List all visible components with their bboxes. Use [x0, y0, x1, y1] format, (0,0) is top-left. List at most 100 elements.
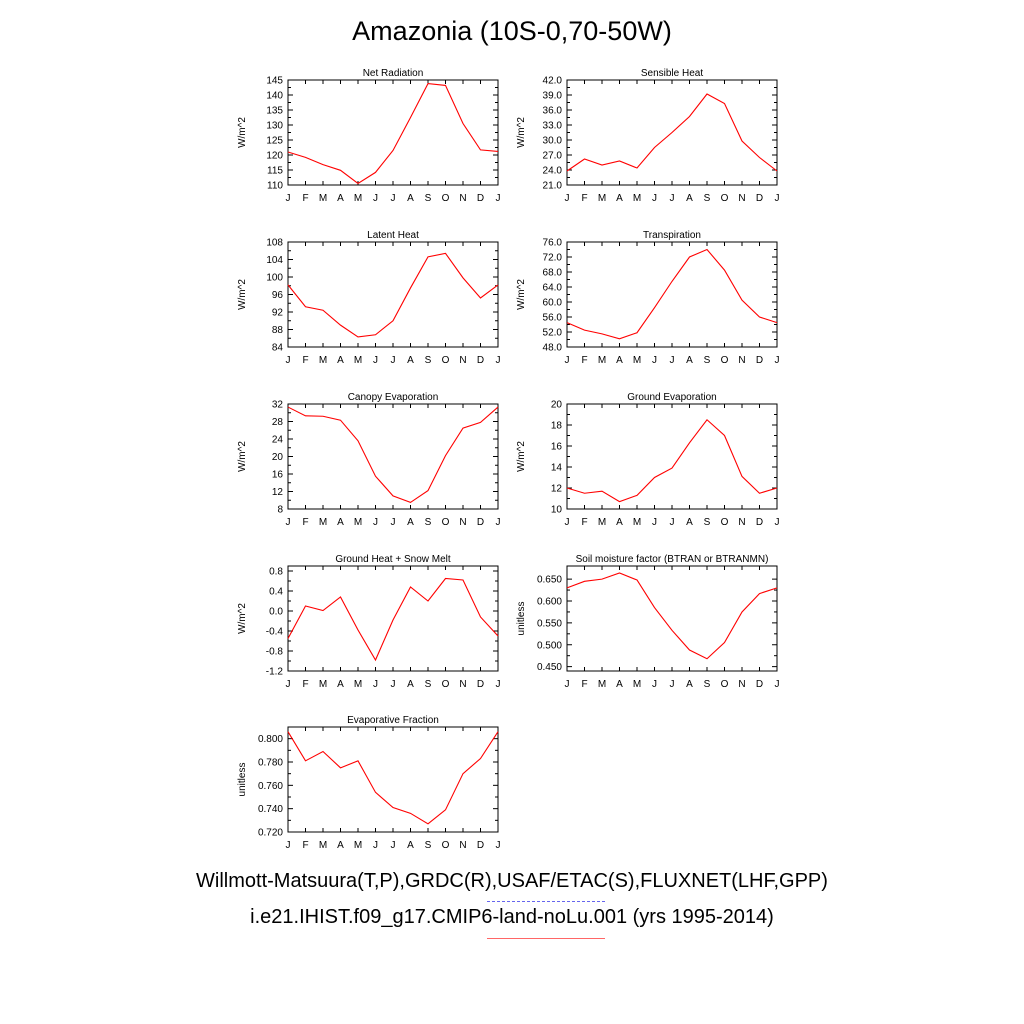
x-tick-label: F [581, 517, 587, 528]
y-tick-label: 42.0 [543, 76, 563, 87]
y-tick-label: 28 [272, 417, 284, 428]
y-tick-label: -0.4 [266, 627, 284, 638]
y-tick-label: 60.0 [543, 298, 563, 309]
x-tick-label: J [652, 679, 657, 690]
y-tick-label: 24.0 [543, 166, 563, 177]
panel-title: Latent Heat [367, 230, 419, 241]
x-tick-label: O [721, 355, 729, 366]
x-tick-label: N [738, 517, 745, 528]
x-tick-label: M [319, 679, 327, 690]
x-tick-label: M [354, 355, 362, 366]
x-tick-label: A [407, 840, 414, 851]
y-tick-label: 0.4 [269, 587, 283, 598]
y-tick-label: 21.0 [543, 181, 563, 192]
x-tick-label: J [373, 679, 378, 690]
y-tick-label: 16 [551, 442, 563, 453]
x-tick-label: M [633, 517, 641, 528]
x-tick-label: A [407, 679, 414, 690]
x-tick-label: J [496, 355, 501, 366]
x-tick-label: J [391, 517, 396, 528]
x-tick-label: O [442, 679, 450, 690]
y-tick-label: 12 [272, 487, 284, 498]
x-tick-label: O [442, 840, 450, 851]
x-tick-label: A [337, 355, 344, 366]
x-tick-label: F [302, 679, 308, 690]
x-tick-label: M [633, 193, 641, 204]
y-tick-label: 92 [272, 308, 284, 319]
x-tick-label: D [756, 679, 763, 690]
x-tick-label: J [496, 193, 501, 204]
x-tick-label: F [581, 679, 587, 690]
x-tick-label: A [407, 517, 414, 528]
y-tick-label: 140 [266, 91, 283, 102]
y-axis-label: W/m^2 [237, 279, 248, 310]
x-tick-label: S [704, 355, 711, 366]
plot-frame [287, 241, 499, 348]
y-tick-label: 72.0 [543, 253, 563, 264]
y-axis-label: unitless [237, 763, 248, 797]
x-tick-label: D [477, 679, 484, 690]
series-line [287, 731, 499, 825]
y-tick-label: 96 [272, 290, 284, 301]
y-axis-label: W/m^2 [516, 117, 527, 148]
y-tick-label: 115 [267, 166, 283, 177]
x-tick-label: A [337, 840, 344, 851]
x-tick-label: J [286, 355, 291, 366]
panel-title: Ground Evaporation [627, 392, 717, 403]
x-tick-label: F [302, 193, 308, 204]
x-tick-label: M [354, 193, 362, 204]
x-tick-label: S [425, 840, 432, 851]
y-tick-label: 68.0 [543, 268, 563, 279]
x-tick-label: J [286, 517, 291, 528]
x-tick-label: M [598, 355, 606, 366]
x-tick-label: F [581, 355, 587, 366]
x-tick-label: N [738, 355, 745, 366]
legend-model: i.e21.IHIST.f09_g17.CMIP6-land-noLu.001 … [250, 906, 774, 928]
series-line [566, 572, 778, 660]
x-tick-label: M [319, 355, 327, 366]
y-axis-label: W/m^2 [516, 441, 527, 472]
x-tick-label: J [496, 679, 501, 690]
y-tick-label: 10 [551, 505, 563, 516]
y-tick-label: 20 [551, 400, 563, 411]
y-tick-label: 30.0 [543, 136, 563, 147]
x-tick-label: F [302, 517, 308, 528]
x-tick-label: J [670, 517, 675, 528]
x-tick-label: N [459, 355, 466, 366]
y-tick-label: 56.0 [543, 313, 563, 324]
x-tick-label: A [616, 517, 623, 528]
x-tick-label: M [354, 840, 362, 851]
y-tick-label: 20 [272, 452, 284, 463]
x-tick-label: N [738, 193, 745, 204]
x-tick-label: J [565, 679, 570, 690]
y-tick-label: 76.0 [543, 238, 563, 249]
series-line [287, 252, 499, 338]
panel-soil-moisture-factor-btran-or-btranmn: Soil moisture factor (BTRAN or BTRANMN) u… [516, 554, 780, 690]
x-tick-label: N [738, 679, 745, 690]
x-tick-label: M [598, 517, 606, 528]
x-tick-label: J [670, 679, 675, 690]
x-tick-label: J [670, 355, 675, 366]
y-tick-label: 104 [266, 255, 283, 266]
y-axis-label: W/m^2 [516, 279, 527, 310]
x-tick-label: M [319, 840, 327, 851]
x-tick-label: M [354, 679, 362, 690]
x-tick-label: O [442, 193, 450, 204]
y-tick-label: 0.650 [537, 575, 562, 586]
plot-frame [287, 403, 499, 510]
plot-frame [287, 726, 499, 833]
x-tick-label: M [598, 193, 606, 204]
y-axis-label: W/m^2 [237, 603, 248, 634]
y-tick-label: 16 [272, 470, 284, 481]
x-tick-label: O [442, 517, 450, 528]
panel-title: Transpiration [643, 230, 701, 241]
series-line [566, 418, 778, 503]
x-tick-label: J [286, 840, 291, 851]
x-tick-label: J [775, 679, 780, 690]
